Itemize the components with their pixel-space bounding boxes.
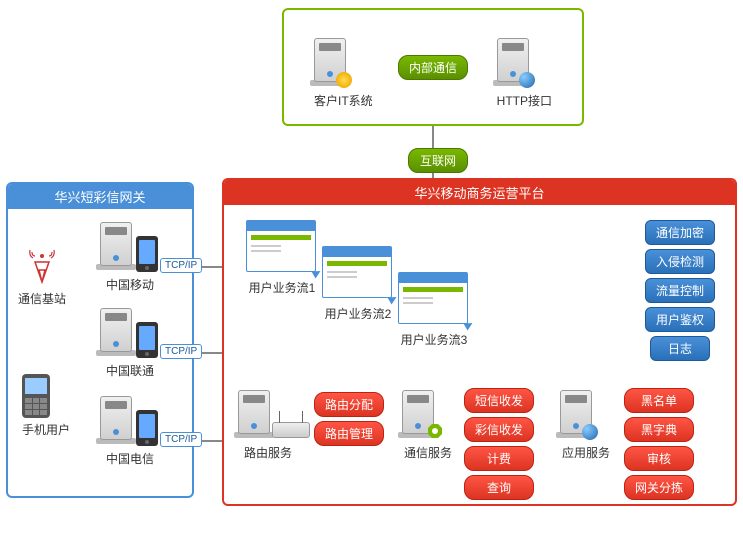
http-server [497,38,529,86]
comm-p3: 计费 [464,446,534,471]
client-it-label: 客户IT系统 [314,92,373,109]
carrier1-phone [136,236,158,272]
carrier2-label: 中国联通 [100,362,160,379]
comm-p2: 彩信收发 [464,417,534,442]
carrier3-server [100,396,132,444]
route-p2: 路由管理 [314,421,384,446]
carrier3-label: 中国电信 [100,450,160,467]
sec3-pill: 流量控制 [645,278,715,303]
route-p1: 路由分配 [314,392,384,417]
app-p2: 黑字典 [624,417,694,442]
carrier2-server [100,308,132,356]
app-p4: 网关分拣 [624,475,694,500]
comm-p4: 查询 [464,475,534,500]
app-p3: 审核 [624,446,694,471]
app-label: 应用服务 [560,444,612,461]
internet-pill: 互联网 [408,148,468,173]
internal-comm-pill: 内部通信 [398,55,468,80]
gateway-box: 华兴短彩信网关 通信基站 手机用户 中国移动 中国联通 中国电信 [6,182,194,498]
mobile-user-label: 手机用户 [22,421,70,438]
sec5-pill: 日志 [650,336,710,361]
sec4-pill: 用户鉴权 [645,307,715,332]
tcp3-label: TCP/IP [160,432,202,447]
top-external-box: 内部通信 客户IT系统 HTTP接口 [282,8,584,126]
carrier1-label: 中国移动 [100,276,160,293]
comm-server [402,390,434,438]
flow1-label: 用户业务流1 [244,279,320,296]
carrier3-phone [136,410,158,446]
http-label: HTTP接口 [497,92,552,109]
route-server [238,390,270,438]
flow2-window [322,246,392,298]
mobile-phone-icon [22,374,50,418]
platform-box: 华兴移动商务运营平台 用户业务流1 用户业务流2 用户业务流3 通信加密 入侵检… [222,178,737,506]
flow3-label: 用户业务流3 [396,331,472,348]
app-server [560,390,592,438]
gateway-title: 华兴短彩信网关 [8,184,192,209]
sec1-pill: 通信加密 [645,220,715,245]
carrier2-phone [136,322,158,358]
tcp1-label: TCP/IP [160,258,202,273]
comm-label: 通信服务 [402,444,454,461]
carrier1-server [100,222,132,270]
comm-p1: 短信收发 [464,388,534,413]
flow1-window [246,220,316,272]
sec2-pill: 入侵检测 [645,249,715,274]
tower-icon [27,244,57,284]
platform-title: 华兴移动商务运营平台 [224,180,735,205]
app-p1: 黑名单 [624,388,694,413]
base-station-label: 通信基站 [18,290,66,307]
router-icon [272,422,310,438]
tcp2-label: TCP/IP [160,344,202,359]
flow2-label: 用户业务流2 [320,305,396,322]
flow3-window [398,272,468,324]
client-it-server [314,38,346,86]
route-label: 路由服务 [238,444,298,461]
